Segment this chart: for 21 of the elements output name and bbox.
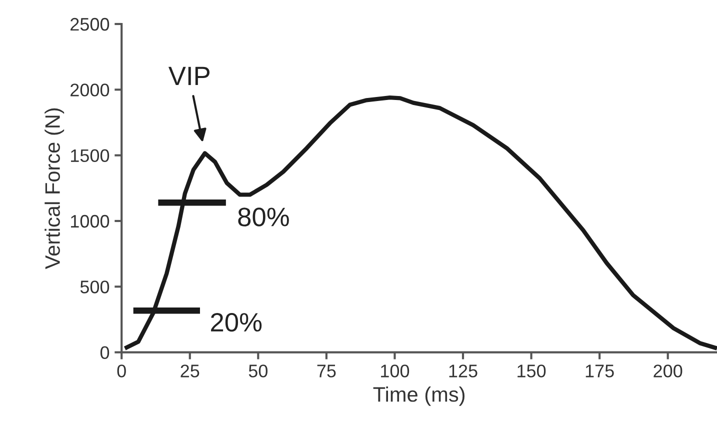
y-tick-label: 500 [80, 280, 110, 294]
x-tick-label: 100 [381, 364, 410, 378]
x-tick-label: 75 [317, 364, 336, 378]
y-tick-label: 1000 [71, 214, 110, 228]
x-tick-label: 25 [180, 364, 200, 378]
annotation: VIP [168, 66, 210, 86]
y-tick-label: 0 [100, 346, 110, 360]
y-tick-label: 2000 [70, 84, 110, 96]
y-tick-label: 1500 [71, 149, 110, 162]
x-tick-label: 200 [654, 364, 682, 378]
x-tick-label: 125 [449, 364, 478, 378]
x-axis-title: Time (ms) [373, 386, 464, 406]
annotation: 20% [211, 312, 262, 332]
x-tick-label: 50 [248, 364, 268, 378]
x-tick-label: 175 [586, 364, 614, 378]
x-tick-label: 150 [518, 364, 546, 378]
y-tick-label: 2500 [70, 18, 110, 31]
y-axis-title: Vertical Force (N) [44, 108, 64, 270]
x-tick-label: 0 [117, 364, 126, 378]
annotation: 80% [238, 208, 289, 226]
line-series [122, 95, 717, 350]
